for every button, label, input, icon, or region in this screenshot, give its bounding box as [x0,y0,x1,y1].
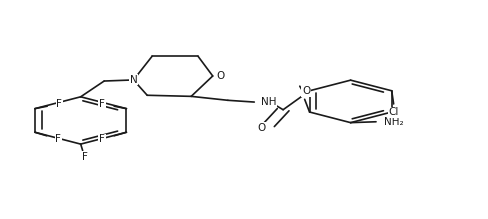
Text: NH₂: NH₂ [383,117,403,127]
Text: N: N [129,75,137,85]
Text: F: F [55,134,61,144]
Text: F: F [56,99,62,109]
Text: F: F [99,99,105,109]
Text: O: O [302,86,309,96]
Text: NH: NH [261,97,276,107]
Text: F: F [99,134,105,144]
Text: O: O [257,123,265,133]
Text: F: F [81,152,87,162]
Text: O: O [216,71,224,81]
Text: Cl: Cl [387,107,398,117]
